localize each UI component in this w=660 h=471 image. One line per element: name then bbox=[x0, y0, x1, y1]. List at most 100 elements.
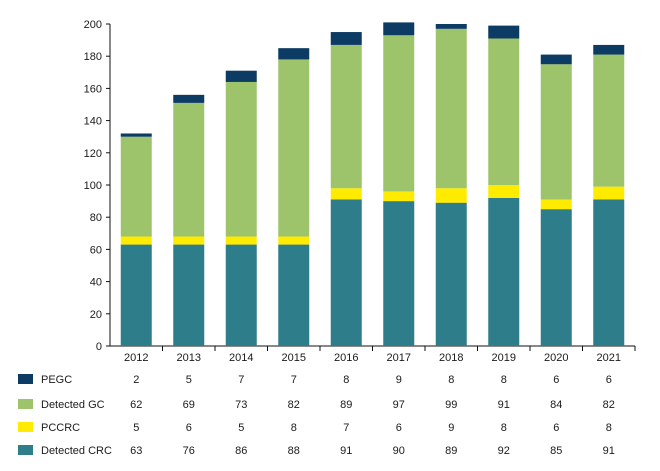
bar-segment-detected-crc-2013 bbox=[173, 244, 205, 346]
bar-segment-detected-gc-2021 bbox=[593, 54, 625, 187]
x-tick-label-2015: 2015 bbox=[282, 352, 306, 364]
bar-segment-detected-crc-2021 bbox=[593, 199, 625, 346]
legend-swatch-detected-crc bbox=[18, 445, 33, 455]
table-value: 6 bbox=[606, 374, 612, 386]
y-tick-label: 140 bbox=[84, 116, 102, 128]
x-tick-label-2013: 2013 bbox=[177, 352, 201, 364]
y-tick-label: 80 bbox=[90, 212, 102, 224]
bar-segment-detected-crc-2019 bbox=[488, 197, 520, 346]
bar-segment-detected-gc-2019 bbox=[488, 38, 520, 185]
table-value: 8 bbox=[448, 374, 454, 386]
bar-segment-detected-crc-2018 bbox=[435, 202, 467, 346]
x-tick-label-2016: 2016 bbox=[334, 352, 358, 364]
legend-swatch-pccrc bbox=[18, 422, 33, 432]
y-tick-label: 60 bbox=[90, 244, 102, 256]
table-value: 8 bbox=[343, 374, 349, 386]
table-value: 6 bbox=[396, 422, 402, 434]
bar-segment-detected-crc-2017 bbox=[383, 201, 415, 346]
table-value: 91 bbox=[340, 445, 352, 457]
table-value: 8 bbox=[606, 422, 612, 434]
legend-label-detected-crc: Detected CRC bbox=[41, 445, 112, 457]
bar-segment-detected-gc-2018 bbox=[435, 28, 467, 189]
bar-segment-pccrc-2021 bbox=[593, 186, 625, 200]
table-value: 5 bbox=[133, 422, 139, 434]
table-value: 5 bbox=[186, 374, 192, 386]
table-value: 5 bbox=[238, 422, 244, 434]
table-value: 89 bbox=[445, 445, 457, 457]
bar-segment-pegc-2020 bbox=[540, 54, 572, 65]
bar-segment-detected-gc-2016 bbox=[330, 44, 362, 189]
bar-segment-detected-gc-2020 bbox=[540, 64, 572, 200]
bar-segment-pccrc-2014 bbox=[225, 236, 257, 245]
table-value: 8 bbox=[501, 374, 507, 386]
table-value: 82 bbox=[288, 399, 300, 411]
bar-segment-pegc-2014 bbox=[225, 70, 257, 82]
bar-segment-detected-gc-2014 bbox=[225, 81, 257, 237]
table-value: 82 bbox=[603, 399, 615, 411]
bar-segment-pccrc-2018 bbox=[435, 188, 467, 203]
y-tick-label: 0 bbox=[96, 341, 102, 353]
legend-swatch-pegc bbox=[18, 374, 33, 384]
bar-segment-pegc-2013 bbox=[173, 94, 205, 103]
y-tick-label: 40 bbox=[90, 277, 102, 289]
table-value: 76 bbox=[183, 445, 195, 457]
table-value: 6 bbox=[553, 374, 559, 386]
table-value: 90 bbox=[393, 445, 405, 457]
x-tick-label-2014: 2014 bbox=[229, 352, 253, 364]
bar-segment-detected-gc-2012 bbox=[120, 136, 152, 237]
table-value: 6 bbox=[553, 422, 559, 434]
table-value: 7 bbox=[291, 374, 297, 386]
bar-segment-detected-gc-2013 bbox=[173, 102, 205, 237]
table-value: 88 bbox=[288, 445, 300, 457]
legend-label-detected-gc: Detected GC bbox=[41, 399, 105, 411]
x-tick-label-2019: 2019 bbox=[492, 352, 516, 364]
bar-segment-detected-gc-2017 bbox=[383, 35, 415, 192]
table-value: 91 bbox=[603, 445, 615, 457]
bar-segment-detected-gc-2015 bbox=[278, 59, 310, 237]
bar-segment-pegc-2018 bbox=[435, 24, 467, 29]
table-value: 86 bbox=[235, 445, 247, 457]
y-tick-label: 160 bbox=[84, 83, 102, 95]
bar-segment-pccrc-2015 bbox=[278, 236, 310, 245]
table-value: 7 bbox=[343, 422, 349, 434]
table-value: 9 bbox=[396, 374, 402, 386]
bar-segment-detected-crc-2016 bbox=[330, 199, 362, 346]
bar-segment-pegc-2019 bbox=[488, 25, 520, 39]
y-tick-label: 100 bbox=[84, 180, 102, 192]
bar-segment-pccrc-2012 bbox=[120, 236, 152, 245]
y-tick-label: 200 bbox=[84, 19, 102, 31]
table-value: 73 bbox=[235, 399, 247, 411]
table-value: 99 bbox=[445, 399, 457, 411]
x-tick-label-2021: 2021 bbox=[597, 352, 621, 364]
table-value: 69 bbox=[183, 399, 195, 411]
x-tick-label-2012: 2012 bbox=[124, 352, 148, 364]
bar-segment-pegc-2015 bbox=[278, 48, 310, 60]
table-value: 84 bbox=[550, 399, 562, 411]
y-tick-label: 180 bbox=[84, 51, 102, 63]
y-tick-label: 20 bbox=[90, 309, 102, 321]
bar-segment-detected-crc-2020 bbox=[540, 209, 572, 346]
bar-segment-pegc-2021 bbox=[593, 44, 625, 55]
bar-segment-detected-crc-2012 bbox=[120, 244, 152, 346]
legend-label-pegc: PEGC bbox=[41, 374, 72, 386]
bar-segment-detected-crc-2015 bbox=[278, 244, 310, 346]
table-value: 2 bbox=[133, 374, 139, 386]
bar-segment-pccrc-2019 bbox=[488, 185, 520, 198]
table-value: 8 bbox=[291, 422, 297, 434]
table-value: 9 bbox=[448, 422, 454, 434]
bar-segment-pegc-2012 bbox=[120, 133, 152, 137]
bar-segment-pccrc-2020 bbox=[540, 199, 572, 210]
y-tick-label: 120 bbox=[84, 148, 102, 160]
x-tick-label-2020: 2020 bbox=[544, 352, 568, 364]
table-value: 89 bbox=[340, 399, 352, 411]
bar-segment-detected-crc-2014 bbox=[225, 244, 257, 346]
table-value: 97 bbox=[393, 399, 405, 411]
legend-label-pccrc: PCCRC bbox=[41, 422, 80, 434]
x-tick-label-2017: 2017 bbox=[387, 352, 411, 364]
bar-segment-pegc-2017 bbox=[383, 22, 415, 36]
table-value: 8 bbox=[501, 422, 507, 434]
table-value: 62 bbox=[130, 399, 142, 411]
table-value: 91 bbox=[498, 399, 510, 411]
